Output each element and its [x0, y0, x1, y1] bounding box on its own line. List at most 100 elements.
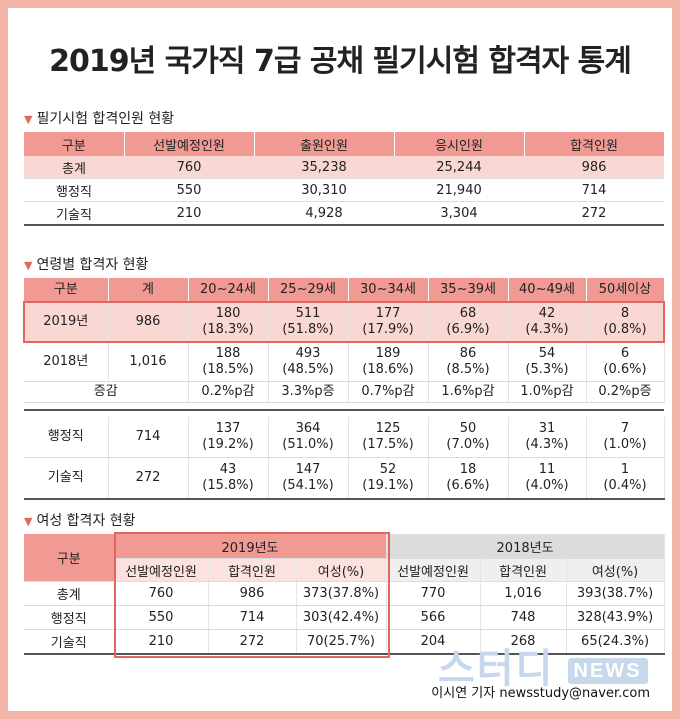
table-cell: 1.0%p감	[508, 381, 587, 403]
table-cell: 189 (18.6%)	[348, 342, 429, 382]
header-cell: 40~49세	[508, 278, 587, 302]
row-label: 2018년	[24, 342, 109, 382]
table-cell: 3.3%p증	[268, 381, 349, 403]
divider	[24, 402, 664, 411]
spacer	[24, 410, 664, 417]
pass-count-table: 구분 선발예정인원 출원인원 응시인원 합격인원 총계 760 35,238 2…	[24, 132, 665, 226]
table-cell: 11 (4.0%)	[508, 457, 587, 500]
header-cell: 20~24세	[188, 278, 269, 302]
table-cell: 986	[108, 302, 189, 343]
table-cell: 177 (17.9%)	[348, 302, 429, 343]
infographic-card: 2019년 국가직 7급 공채 필기시험 합격자 통계 ▼ 필기시험 합격인원 현…	[8, 8, 672, 711]
table-cell: 68 (6.9%)	[428, 302, 509, 343]
table-cell: 272	[524, 201, 664, 226]
table-cell: 748	[480, 605, 567, 630]
table-cell: 42 (4.3%)	[508, 302, 587, 343]
header-cell: 35~39세	[428, 278, 509, 302]
table-header-row: 구분 계 20~24세 25~29세 30~34세 35~39세 40~49세 …	[24, 278, 665, 302]
header-cell: 응시인원	[394, 132, 525, 156]
header-cell: 구분	[24, 534, 115, 582]
triangle-bullet-icon: ▼	[24, 259, 33, 272]
row-label: 기술직	[24, 457, 109, 500]
table-cell: 1 (0.4%)	[586, 457, 665, 500]
table-cell: 147 (54.1%)	[268, 457, 349, 500]
table-cell: 65(24.3%)	[566, 629, 665, 655]
table-row: 행정직 550 30,310 21,940 714	[24, 178, 664, 202]
section-heading-pass-count: ▼ 필기시험 합격인원 현황	[24, 111, 175, 127]
table-cell: 180 (18.3%)	[188, 302, 269, 343]
table-cell: 0.2%p증	[586, 381, 665, 403]
table-row: 총계 760 35,238 25,244 986	[24, 156, 664, 179]
table-cell: 770	[386, 581, 481, 606]
section-heading-age: ▼ 연령별 합격자 현황	[24, 257, 149, 273]
table-cell: 550	[114, 605, 209, 630]
triangle-bullet-icon: ▼	[24, 113, 33, 126]
section-heading-women: ▼ 여성 합격자 현황	[24, 513, 136, 529]
table-cell: 303(42.4%)	[296, 605, 387, 630]
header-cell: 여성(%)	[566, 558, 665, 582]
table-cell: 1,016	[480, 581, 567, 606]
page-title: 2019년 국가직 7급 공채 필기시험 합격자 통계	[49, 44, 632, 79]
row-label: 총계	[24, 581, 115, 606]
age-table: 구분 계 20~24세 25~29세 30~34세 35~39세 40~49세 …	[24, 278, 665, 500]
table-cell: 268	[480, 629, 567, 655]
row-label: 행정직	[24, 605, 115, 630]
table-cell: 511 (51.8%)	[268, 302, 349, 343]
row-label: 행정직	[24, 417, 109, 458]
table-cell: 204	[386, 629, 481, 655]
table-cell: 566	[386, 605, 481, 630]
table-cell: 3,304	[394, 201, 524, 226]
table-cell: 714	[524, 178, 664, 202]
table-cell: 70(25.7%)	[296, 629, 387, 655]
table-row-admin: 행정직 714 137 (19.2%) 364 (51.0%) 125 (17.5%)…	[24, 417, 665, 458]
header-cell: 30~34세	[348, 278, 429, 302]
header-cell: 계	[108, 278, 189, 302]
table-cell: 210	[124, 201, 254, 226]
table-cell: 18 (6.6%)	[428, 457, 509, 500]
header-cell: 여성(%)	[296, 558, 387, 582]
header-cell: 선발예정인원	[124, 132, 255, 156]
table-row: 기술직 210 4,928 3,304 272	[24, 201, 664, 226]
watermark-logo: 스터디 NEWS	[438, 636, 648, 694]
table-cell: 8 (0.8%)	[586, 302, 665, 343]
table-cell: 188 (18.5%)	[188, 342, 269, 382]
table-row-delta: 증감 0.2%p감 3.3%p증 0.7%p감 1.6%p감 1.0%p감 0.…	[24, 381, 665, 403]
header-cell: 합격인원	[480, 558, 567, 582]
header-cell: 구분	[24, 132, 125, 156]
women-table: 구분 2019년도 2018년도 선발예정인원 합격인원 여성(%) 선발예정인…	[24, 534, 665, 655]
header-year-2018: 2018년도	[386, 534, 665, 559]
table-cell: 86 (8.5%)	[428, 342, 509, 382]
row-label: 기술직	[24, 201, 124, 226]
header-cell: 25~29세	[268, 278, 349, 302]
table-cell: 760	[124, 156, 254, 179]
table-row-2019: 2019년 986 180 (18.3%) 511 (51.8%) 177 (17.9…	[24, 302, 665, 343]
row-label: 2019년	[24, 302, 109, 343]
table-cell: 393(38.7%)	[566, 581, 665, 606]
table-row-tech: 기술직 272 43 (15.8%) 147 (54.1%) 52 (19.1%) 1…	[24, 457, 665, 500]
table-cell: 4,928	[254, 201, 394, 226]
table-cell: 272	[208, 629, 297, 655]
table-cell: 50 (7.0%)	[428, 417, 509, 458]
row-label: 총계	[24, 156, 124, 179]
header-cell: 합격인원	[208, 558, 297, 582]
table-header-row: 구분 2019년도 2018년도	[24, 534, 665, 582]
table-cell: 52 (19.1%)	[348, 457, 429, 500]
table-cell: 714	[108, 417, 189, 458]
table-cell: 986	[208, 581, 297, 606]
header-cell: 선발예정인원	[114, 558, 209, 582]
table-cell: 31 (4.3%)	[508, 417, 587, 458]
author-credit: 이시연 기자 newsstudy@naver.com	[431, 686, 650, 701]
table-cell: 550	[124, 178, 254, 202]
header-cell: 구분	[24, 278, 109, 302]
table-row: 총계 760 986 373(37.8%) 770 1,016 393(38.7…	[24, 581, 665, 606]
table-subheader-row: 선발예정인원 합격인원 여성(%) 선발예정인원 합격인원 여성(%)	[24, 558, 665, 582]
table-cell: 21,940	[394, 178, 524, 202]
table-cell: 43 (15.8%)	[188, 457, 269, 500]
table-cell: 1.6%p감	[428, 381, 509, 403]
header-cell: 50세이상	[586, 278, 665, 302]
table-row: 기술직 210 272 70(25.7%) 204 268 65(24.3%)	[24, 629, 665, 655]
table-cell: 373(37.8%)	[296, 581, 387, 606]
table-header-row: 구분 선발예정인원 출원인원 응시인원 합격인원	[24, 132, 665, 156]
table-row: 행정직 550 714 303(42.4%) 566 748 328(43.9%…	[24, 605, 665, 630]
table-row-2018: 2018년 1,016 188 (18.5%) 493 (48.5%) 189 (18…	[24, 342, 665, 382]
